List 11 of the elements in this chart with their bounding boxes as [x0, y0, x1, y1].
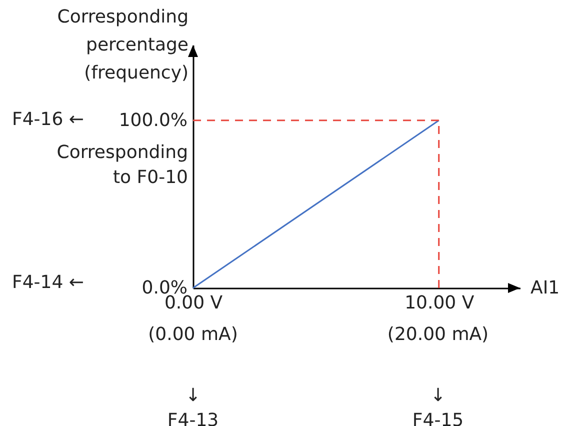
text: ↓ F4-15 — [412, 385, 464, 426]
y-axis-title: Corresponding percentage (frequency) — [57, 6, 188, 84]
text: (0.00 mA) — [148, 324, 238, 345]
x-tick-label: 10.00 V — [404, 292, 475, 314]
text: ↓ F4-13 — [167, 385, 219, 426]
x-axis-title: AI1 — [530, 278, 560, 298]
text: F4-14 ← — [12, 272, 84, 293]
y-tick-label: 100.0% — [118, 110, 188, 131]
text: F4-16 ← — [12, 109, 84, 130]
text: (20.00 mA) — [387, 324, 489, 345]
text: Corresponding to F0-10 — [56, 142, 188, 188]
